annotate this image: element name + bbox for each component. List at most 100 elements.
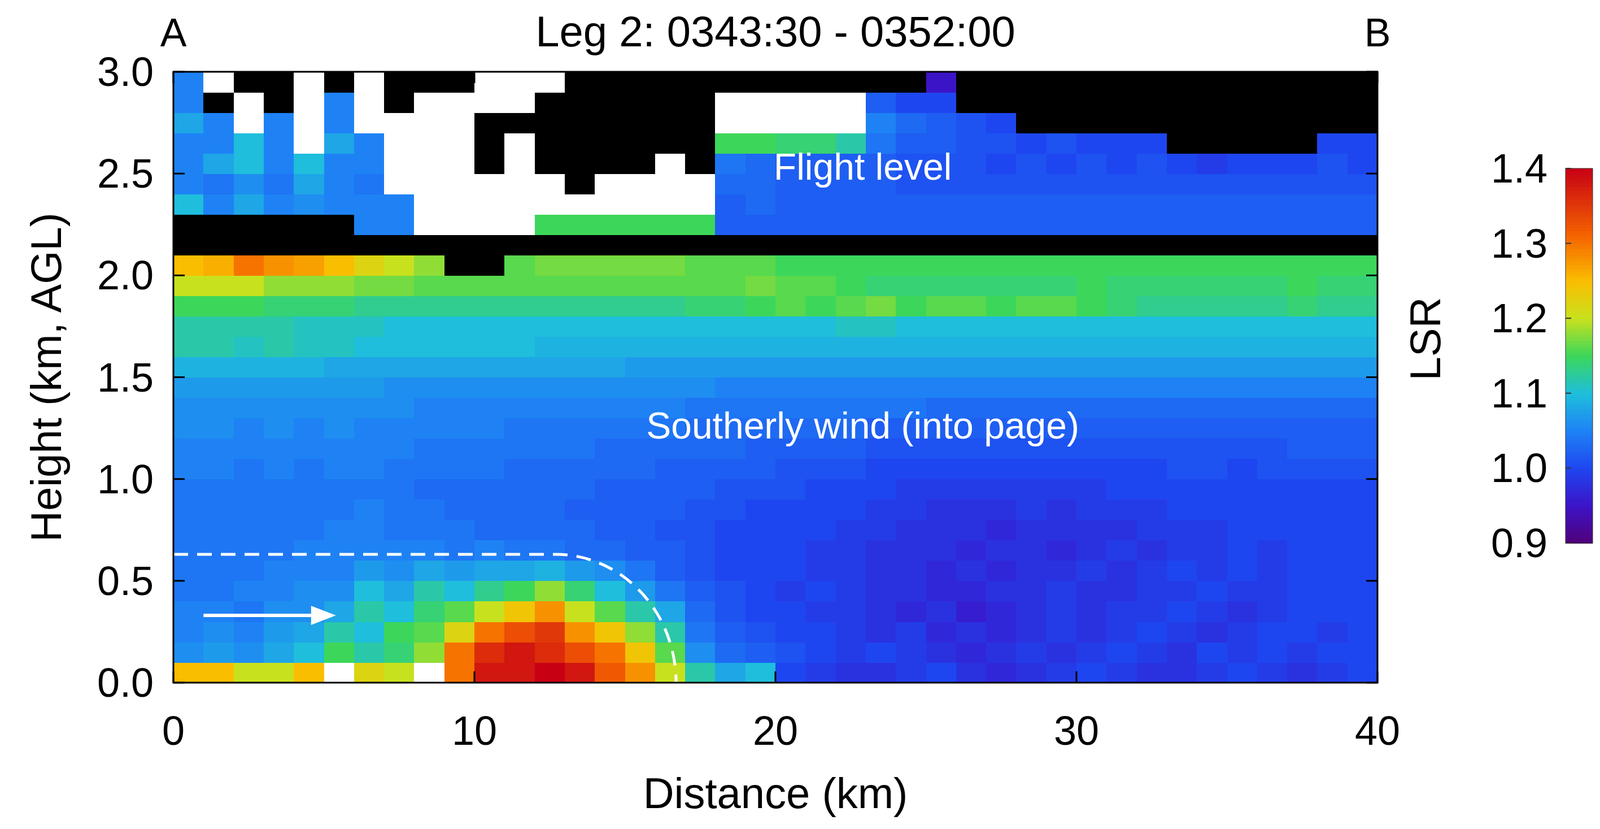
colorbar-slice [1565, 311, 1593, 316]
cell [1287, 112, 1318, 134]
cell [1347, 336, 1378, 357]
cell [444, 458, 475, 480]
cell [173, 112, 204, 134]
cell [1166, 132, 1198, 154]
cell [1106, 356, 1137, 378]
colorbar-slice [1565, 352, 1593, 356]
cell [715, 214, 746, 235]
cell [1347, 315, 1378, 337]
cell [1287, 458, 1318, 480]
cell [534, 519, 566, 541]
cell [354, 519, 385, 541]
colorbar-tick [1565, 467, 1572, 469]
cell [835, 254, 867, 276]
cell [173, 519, 204, 541]
cell [1317, 641, 1348, 663]
cell [233, 132, 265, 154]
cell [233, 377, 265, 399]
cell [504, 417, 535, 439]
cell [354, 377, 385, 399]
cell [474, 519, 505, 541]
cell [474, 356, 505, 378]
cell [1076, 275, 1107, 296]
cell [865, 600, 897, 622]
cell [926, 377, 957, 399]
cell [1046, 275, 1078, 296]
cell [1166, 499, 1198, 521]
cell [655, 132, 686, 154]
cell [444, 193, 475, 215]
cell [534, 438, 566, 460]
cell [1317, 377, 1348, 399]
cell [926, 580, 957, 602]
cell [986, 560, 1017, 582]
colorbar [1565, 168, 1593, 544]
cell [1287, 193, 1318, 215]
cell [685, 92, 716, 113]
cell [1257, 641, 1288, 663]
colorbar-frame [1565, 168, 1593, 543]
cell [413, 621, 445, 643]
cell [1317, 71, 1348, 93]
cell [203, 438, 234, 460]
cell [354, 193, 385, 215]
cell [1016, 275, 1047, 296]
cell [805, 621, 836, 643]
cell [564, 193, 596, 215]
cell [203, 71, 234, 93]
cell [173, 438, 204, 460]
cell [1046, 71, 1078, 93]
colorbar-slice [1565, 377, 1593, 381]
cell [504, 641, 535, 663]
cell [354, 539, 385, 561]
cell [1317, 315, 1348, 337]
cell [805, 499, 836, 521]
cell [926, 519, 957, 541]
colorbar-slice [1565, 399, 1593, 403]
cell [534, 193, 566, 215]
cell [1076, 621, 1107, 643]
cell [293, 397, 325, 419]
colorbar-tick-label: 1.0 [1490, 445, 1548, 491]
x-tick-top [1075, 71, 1078, 84]
cell [835, 661, 867, 683]
cell [1016, 478, 1047, 500]
cell [865, 254, 897, 276]
cell [293, 478, 325, 500]
cell [263, 397, 295, 419]
cell [835, 92, 867, 113]
cell [625, 112, 656, 134]
colorbar-slice [1565, 184, 1593, 188]
cell [564, 438, 596, 460]
colorbar-slice [1565, 508, 1593, 512]
cell [504, 458, 535, 480]
cell [474, 397, 505, 419]
cell [413, 417, 445, 439]
colorbar-slice [1565, 458, 1593, 462]
cell [594, 132, 626, 154]
cell [1136, 356, 1168, 378]
cell [413, 519, 445, 541]
cell [655, 173, 686, 195]
colorbar-slice [1565, 430, 1593, 434]
cell [745, 193, 776, 215]
cell [1166, 92, 1198, 113]
cell [1196, 193, 1228, 215]
cell [986, 71, 1017, 93]
cell [1106, 377, 1137, 399]
cell [233, 315, 265, 337]
cell [504, 214, 535, 235]
annotation: Southerly wind (into page) [646, 404, 1080, 447]
cell [956, 336, 987, 357]
cell [1136, 539, 1168, 561]
cell [715, 173, 746, 195]
cell [625, 71, 656, 93]
cell [775, 641, 806, 663]
cell [293, 71, 325, 93]
cell [173, 295, 204, 317]
cell [233, 438, 265, 460]
cell [233, 153, 265, 174]
cell [1287, 71, 1318, 93]
cell [474, 600, 505, 622]
cell [835, 336, 867, 357]
